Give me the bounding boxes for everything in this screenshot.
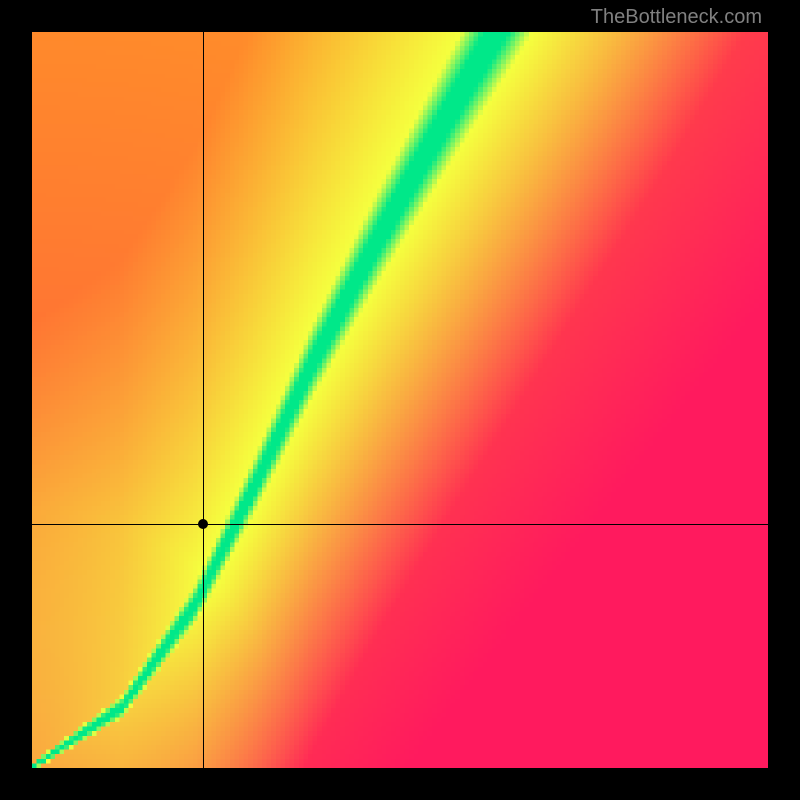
crosshair-vertical: [203, 32, 204, 768]
plot-area: [32, 32, 768, 768]
watermark-text: TheBottleneck.com: [591, 6, 762, 29]
bottleneck-heatmap: [32, 32, 768, 768]
selection-marker: [198, 519, 208, 529]
crosshair-horizontal: [32, 524, 768, 525]
